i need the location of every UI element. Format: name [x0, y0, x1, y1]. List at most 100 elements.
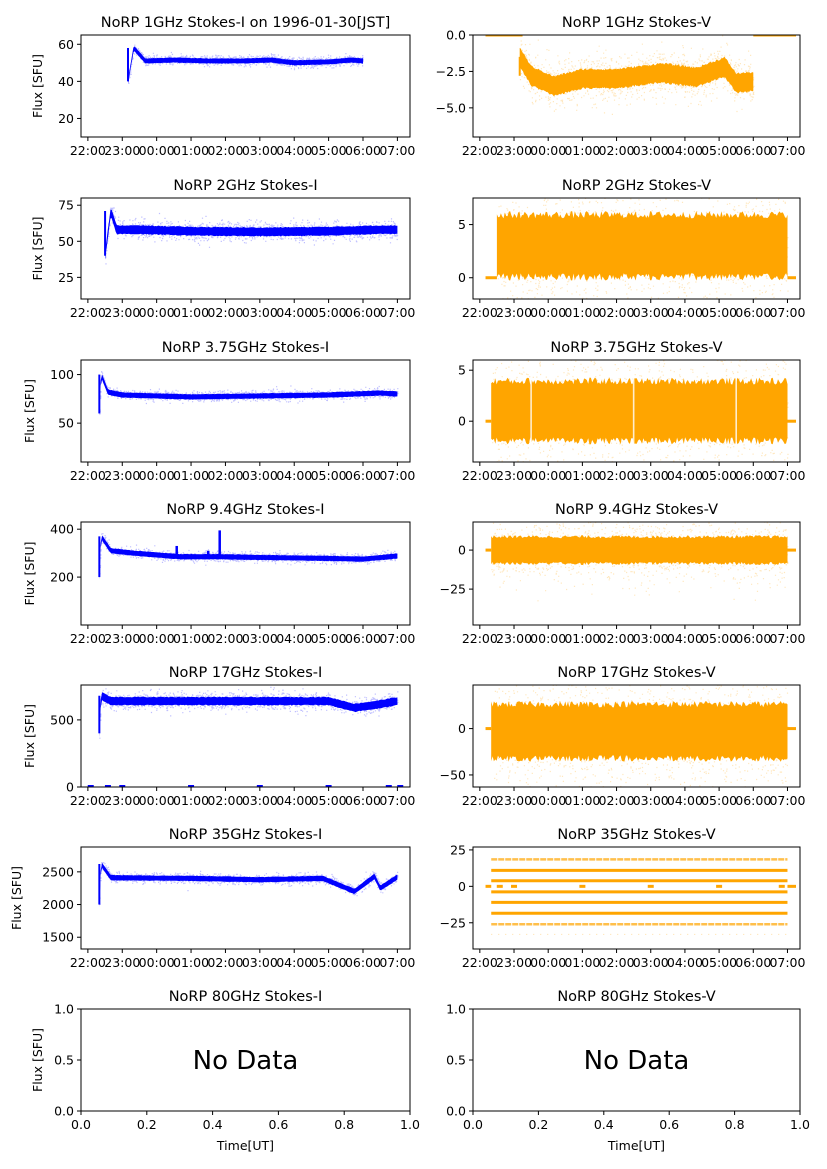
data-gap: [735, 360, 737, 462]
x-tick-label: 05:00: [311, 305, 347, 320]
axes-frame: [472, 359, 801, 463]
x-tick-label: 0.2: [528, 1117, 548, 1132]
zero-marker: [778, 884, 785, 888]
y-tick-label: −2.5: [436, 64, 466, 79]
x-tick-label: 00:00: [139, 793, 175, 808]
y-axis-label: Flux [SFU]: [30, 54, 45, 118]
x-tick-label: 01:00: [564, 955, 600, 970]
y-tick-label: 50: [58, 234, 74, 249]
x-tick-label: 22:00: [70, 143, 106, 158]
x-tick-label: 23:00: [104, 955, 140, 970]
x-tick-label: 23:00: [104, 631, 140, 646]
x-tick-label: 04:00: [667, 143, 703, 158]
y-axis-label: Flux [SFU]: [30, 217, 45, 281]
zero-marker: [104, 785, 111, 787]
x-tick-label: 06:00: [345, 468, 381, 483]
x-tick-label: 06:00: [735, 143, 771, 158]
panel-3_75ghz-i: NoRP 3.75GHz Stokes-I 50 100 22:0023:0000:0…: [22, 340, 415, 483]
x-tick-label: 00:00: [139, 955, 175, 970]
chart-title: NoRP 9.4GHz Stokes-V: [555, 502, 718, 518]
axes-frame: [472, 521, 801, 626]
plot-area: [104, 207, 399, 265]
x-tick-label: 23:00: [104, 143, 140, 158]
plot-area: [485, 685, 797, 787]
x-tick-label: 05:00: [701, 305, 737, 320]
x-tick-label: 02:00: [207, 631, 243, 646]
axes-frame: [80, 34, 411, 138]
x-tick-label: 07:00: [769, 468, 805, 483]
x-tick-label: 23:00: [496, 143, 532, 158]
x-tick-label: 03:00: [242, 468, 278, 483]
plot-area: [485, 35, 797, 115]
axes-frame: [472, 197, 801, 300]
x-axis-label: Time[UT]: [607, 1138, 665, 1153]
x-tick-label: 03:00: [633, 631, 669, 646]
x-tick-label: 06:00: [345, 143, 381, 158]
x-tick-label: 22:00: [462, 468, 498, 483]
zero-marker: [87, 785, 94, 787]
x-tick-label: 04:00: [667, 468, 703, 483]
x-tick-label: 1.0: [790, 1117, 810, 1132]
y-tick-label: 40: [58, 74, 74, 89]
y-tick-label: −25: [440, 582, 466, 597]
x-tick-label: 00:00: [139, 305, 175, 320]
x-tick-label: 01:00: [173, 631, 209, 646]
series-band: [491, 377, 788, 445]
x-tick-label: 04:00: [667, 631, 703, 646]
x-tick-label: 04:00: [667, 793, 703, 808]
x-tick-label: 03:00: [242, 793, 278, 808]
plot-area: [485, 198, 797, 299]
x-tick-label: 22:00: [70, 305, 106, 320]
x-tick-label: 22:00: [70, 955, 106, 970]
plot-area: [485, 858, 797, 935]
x-tick-label: 22:00: [70, 793, 106, 808]
x-tick-label: 05:00: [311, 631, 347, 646]
series-band: [99, 863, 398, 908]
x-tick-label: 02:00: [207, 468, 243, 483]
x-tick-label: 06:00: [735, 468, 771, 483]
zero-marker: [119, 785, 126, 787]
x-tick-label: 07:00: [769, 631, 805, 646]
series-band: [99, 374, 398, 416]
x-tick-label: 03:00: [633, 955, 669, 970]
y-tick-label: 0: [66, 780, 74, 795]
x-tick-label: 07:00: [379, 305, 415, 320]
panel-17ghz-i: NoRP 17GHz Stokes-I 0 500 22:0023:0000:0001…: [22, 665, 415, 808]
x-tick-label: 06:00: [345, 631, 381, 646]
x-tick-label: 02:00: [207, 955, 243, 970]
x-tick-label: 02:00: [599, 468, 635, 483]
x-tick-label: 23:00: [496, 631, 532, 646]
y-axis-label: Flux [SFU]: [22, 379, 37, 443]
x-tick-label: 02:00: [599, 793, 635, 808]
x-tick-label: 22:00: [462, 631, 498, 646]
axes-frame: [472, 684, 801, 788]
chart-title: NoRP 1GHz Stokes-V: [562, 15, 711, 31]
y-tick-label: 100: [50, 367, 74, 382]
plot-area: [485, 522, 797, 602]
x-tick-label: 04:00: [276, 305, 312, 320]
y-tick-label: 1500: [42, 930, 74, 945]
x-tick-label: 02:00: [599, 305, 635, 320]
x-tick-label: 07:00: [379, 793, 415, 808]
axes-frame: [80, 359, 411, 463]
x-tick-label: 04:00: [276, 955, 312, 970]
x-tick-label: 0.0: [71, 1117, 91, 1132]
x-tick-label: 01:00: [564, 143, 600, 158]
x-tick-label: 06:00: [735, 305, 771, 320]
x-tick-label: 0.2: [137, 1117, 157, 1132]
panel-1ghz-i: NoRP 1GHz Stokes-I on 1996-01-30[JST] 20 4…: [30, 15, 415, 158]
x-tick-label: 01:00: [173, 793, 209, 808]
x-tick-label: 06:00: [735, 955, 771, 970]
x-tick-label: 00:00: [530, 143, 566, 158]
zero-marker: [397, 785, 404, 787]
x-tick-label: 03:00: [633, 793, 669, 808]
x-tick-label: 05:00: [311, 793, 347, 808]
x-tick-label: 00:00: [530, 793, 566, 808]
x-tick-label: 03:00: [242, 143, 278, 158]
panel-80ghz-i: NoRP 80GHz Stokes-I No Data 0.0 0.5 1.0 0.0 0.…: [30, 989, 420, 1153]
zero-marker: [256, 785, 263, 787]
panel-1ghz-v: NoRP 1GHz Stokes-V−5.0−2.50.022:0023:000…: [436, 15, 806, 158]
y-tick-label: 0.0: [446, 28, 466, 43]
y-axis-label: Flux [SFU]: [22, 542, 37, 606]
x-tick-label: 23:00: [496, 793, 532, 808]
